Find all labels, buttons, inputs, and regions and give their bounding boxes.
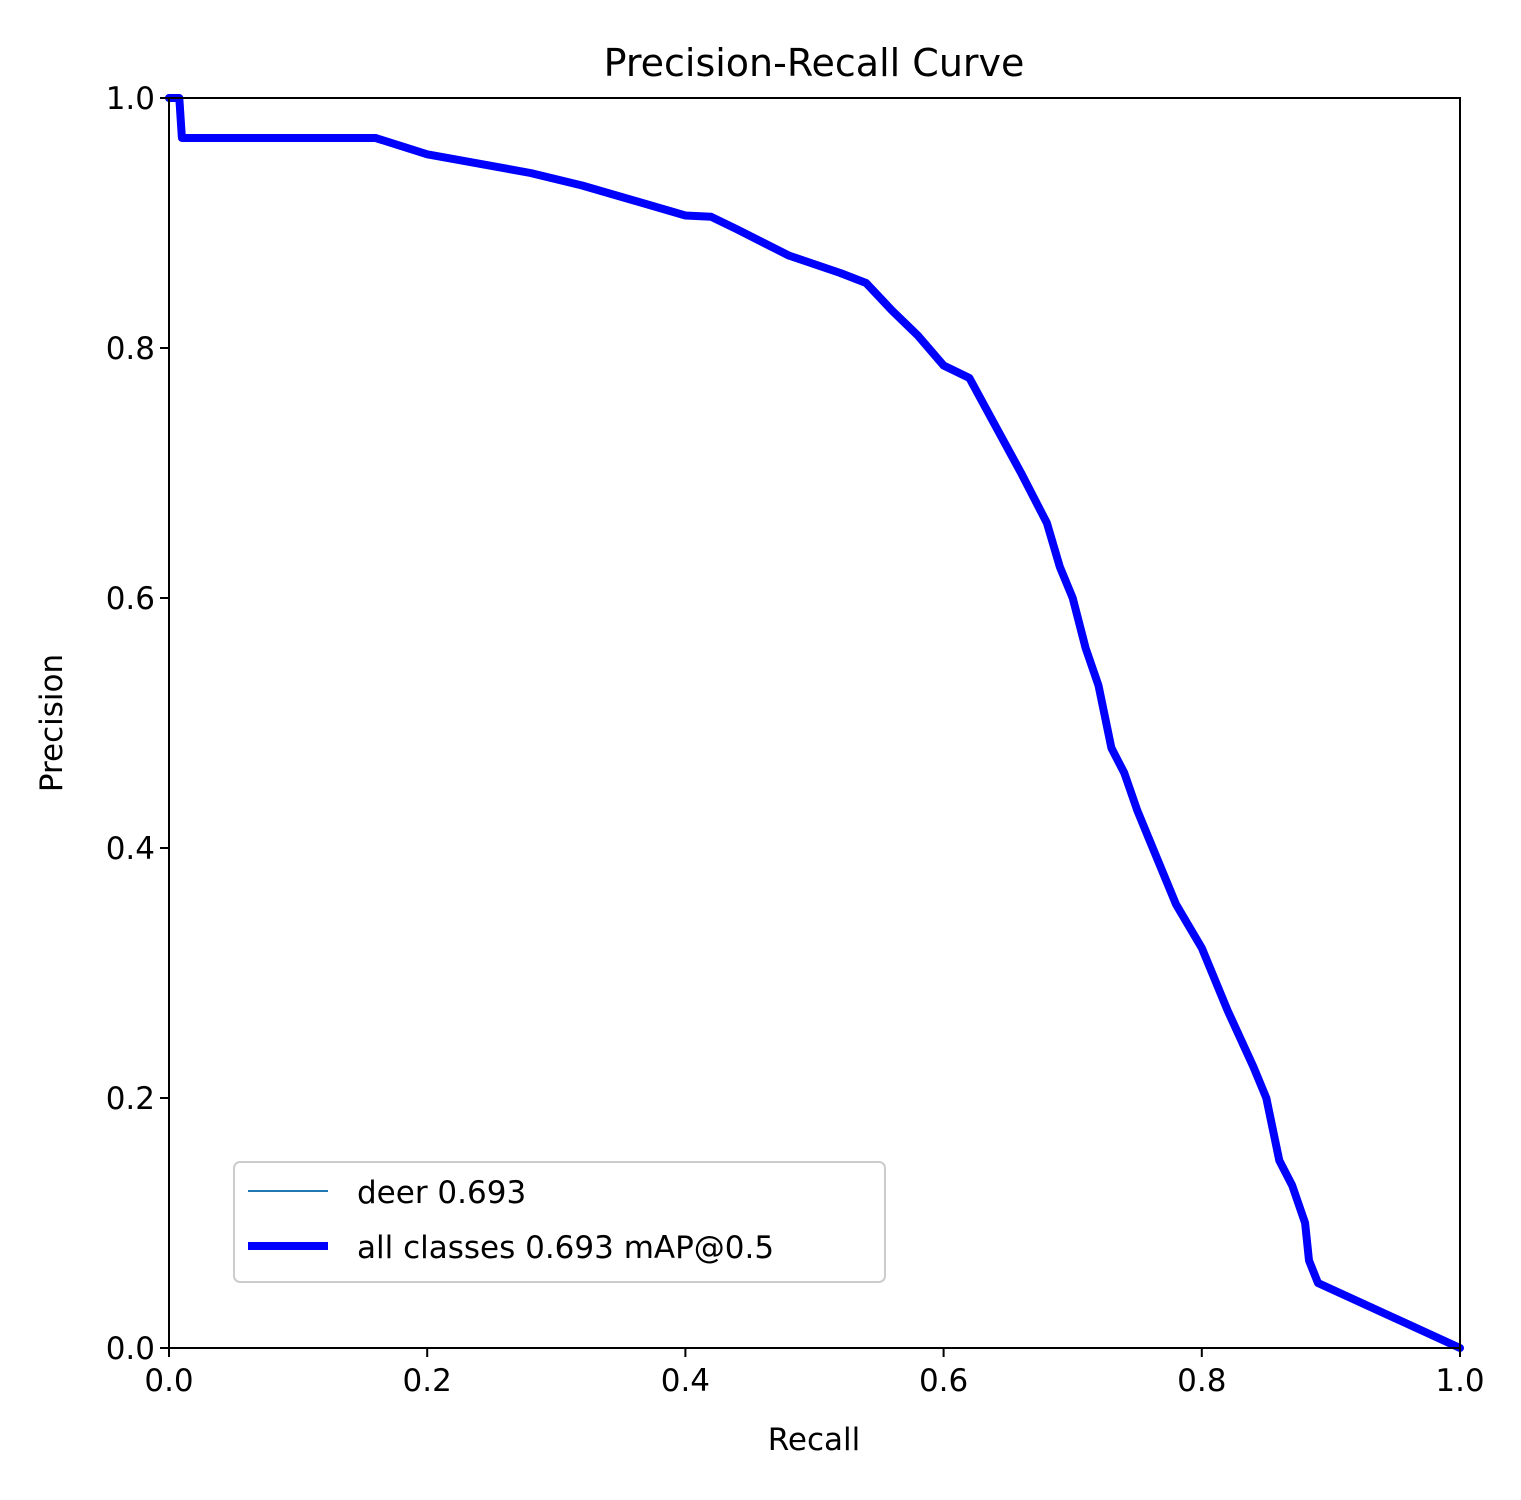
y-tick-label: 0.8 (106, 331, 155, 367)
series-line-1 (165, 94, 1464, 1352)
x-tick-label: 0.8 (1177, 1363, 1226, 1399)
x-axis-label: Recall (768, 1422, 861, 1458)
y-tick-label: 1.0 (106, 81, 155, 117)
x-tick-label: 0.4 (661, 1363, 710, 1399)
legend: deer 0.693 all classes 0.693 mAP@0.5 (233, 1161, 886, 1283)
legend-label-deer: deer 0.693 (357, 1175, 526, 1211)
x-axis: 0.0 0.2 0.4 0.6 0.8 1.0 (144, 1348, 1485, 1399)
y-tick-label: 0.0 (106, 1331, 155, 1367)
x-tick-label: 0.0 (144, 1363, 193, 1399)
plot-frame (168, 97, 1461, 1349)
y-axis-label: Precision (34, 654, 70, 792)
x-tick-label: 1.0 (1435, 1363, 1484, 1399)
y-axis: 0.0 0.2 0.4 0.6 0.8 1.0 (106, 81, 169, 1367)
y-tick-label: 0.4 (106, 831, 155, 867)
legend-box (233, 1161, 886, 1283)
chart-title: Precision-Recall Curve (604, 41, 1025, 85)
y-tick-label: 0.2 (106, 1081, 155, 1117)
legend-label-all-classes: all classes 0.693 mAP@0.5 (357, 1230, 774, 1266)
y-tick-label: 0.6 (106, 581, 155, 617)
series-layer (165, 94, 1464, 1352)
x-tick-label: 0.2 (403, 1363, 452, 1399)
x-tick-label: 0.6 (919, 1363, 968, 1399)
